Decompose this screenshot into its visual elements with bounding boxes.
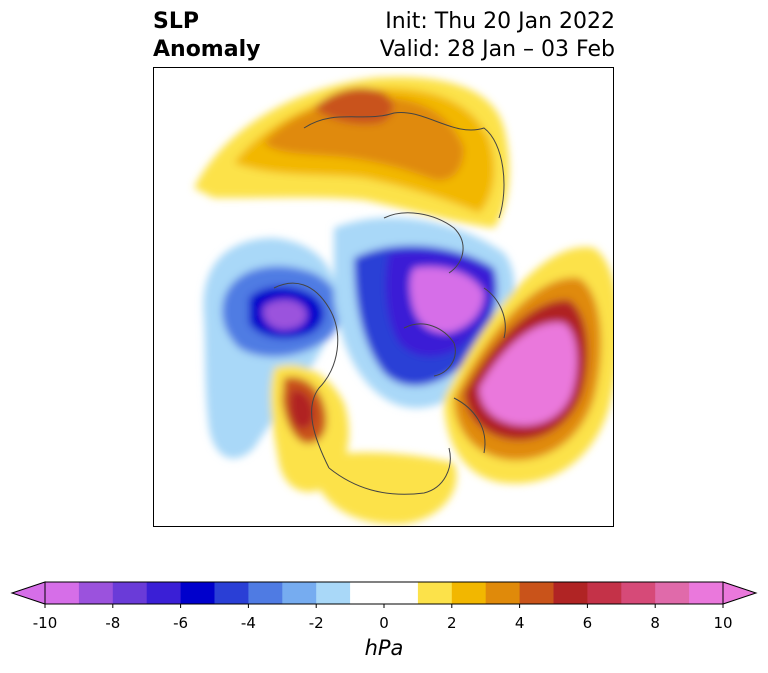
colorbar-tick-label: 10 bbox=[713, 614, 733, 632]
arctic-negative-peak bbox=[409, 266, 484, 334]
colorbar-tick-label: 0 bbox=[379, 614, 389, 632]
colorbar-bin bbox=[112, 582, 148, 604]
colorbar-bin bbox=[78, 582, 114, 604]
colorbar-extend-min bbox=[10, 581, 46, 605]
colorbar-bin bbox=[519, 582, 554, 604]
colorbar-bin bbox=[384, 582, 419, 604]
colorbar-bin bbox=[214, 582, 249, 604]
colorbar-tick-label: 2 bbox=[447, 614, 457, 632]
bering-negative-peak bbox=[263, 299, 307, 330]
colorbar-extend-max bbox=[722, 581, 758, 605]
colorbar-tick-label: -10 bbox=[32, 614, 58, 632]
title-type: Anomaly bbox=[153, 37, 261, 62]
colorbar-bin bbox=[553, 582, 588, 604]
colorbar-tick-label: -6 bbox=[173, 614, 189, 632]
colorbar-tick-label: 6 bbox=[582, 614, 593, 632]
colorbar-bin bbox=[350, 582, 385, 604]
pacific-positive-peak bbox=[289, 389, 314, 429]
title-variable: SLP bbox=[153, 9, 199, 34]
colorbar-tick-label: -2 bbox=[308, 614, 324, 632]
colorbar-bin bbox=[655, 582, 690, 604]
colorbar-bin bbox=[621, 582, 656, 604]
colorbar-tick-label: -4 bbox=[240, 614, 256, 632]
colorbar-bin bbox=[248, 582, 283, 604]
atlantic-positive-peak bbox=[479, 322, 577, 426]
eurasia-positive-max bbox=[264, 97, 464, 181]
colorbar-bin bbox=[146, 582, 182, 604]
eurasia-positive-peak bbox=[314, 88, 394, 125]
colorbar-bin bbox=[316, 582, 351, 604]
coastlines bbox=[273, 111, 506, 495]
title-left: SLP Anomaly bbox=[153, 8, 260, 64]
colorbar-bin bbox=[417, 582, 453, 604]
anomaly-map bbox=[153, 67, 614, 527]
north-america-positive-rim bbox=[314, 452, 457, 525]
colorbar-bin bbox=[45, 582, 80, 604]
colorbar-tick-label: 4 bbox=[514, 614, 525, 632]
colorbar-bin bbox=[689, 582, 724, 604]
colorbar-bin bbox=[587, 582, 622, 604]
colorbar-bin bbox=[451, 582, 487, 604]
colorbar-tick-label: -8 bbox=[105, 614, 121, 632]
colorbar-bin bbox=[485, 582, 521, 604]
map-canvas bbox=[194, 77, 613, 525]
colorbar-bin bbox=[180, 582, 215, 604]
colorbar-unit: hPa bbox=[364, 636, 404, 660]
title-right: Init: Thu 20 Jan 2022 Valid: 28 Jan – 03… bbox=[380, 8, 615, 64]
init-date: Init: Thu 20 Jan 2022 bbox=[385, 9, 615, 34]
colorbar-bin bbox=[282, 582, 317, 604]
colorbar-tick-label: 8 bbox=[650, 614, 660, 632]
valid-period: Valid: 28 Jan – 03 Feb bbox=[379, 37, 615, 62]
colorbar bbox=[10, 581, 758, 608]
